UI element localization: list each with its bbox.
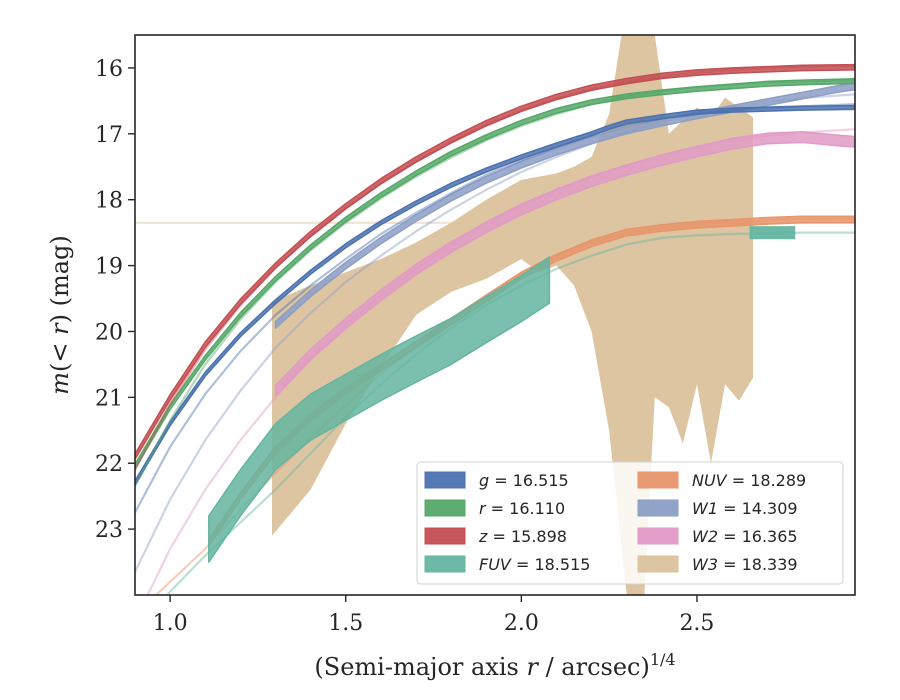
legend-entry-w3: W3 = 18.339: [637, 555, 798, 574]
legend-var-fuv: FUV: [479, 555, 512, 574]
legend-swatch-g: [424, 471, 466, 489]
legend-label-w1: W1 = 14.309: [692, 499, 798, 518]
legend-entry-w2: W2 = 16.365: [637, 527, 798, 546]
y-tick-label: 19: [95, 255, 123, 280]
legend-value-w2: = 16.365: [718, 527, 798, 546]
series-layer: [135, 35, 855, 595]
legend-value-nuv: = 18.289: [727, 471, 807, 490]
legend-label-fuv: FUV = 18.515: [479, 555, 590, 574]
legend-swatch-w2: [637, 527, 679, 545]
series-w2-model-line: [146, 128, 855, 595]
legend-swatch-w3: [637, 555, 679, 573]
y-axis-label: m(< r) (mag): [46, 235, 74, 395]
series-w1-data-band: [274, 82, 855, 329]
series-w3-data-band: [272, 35, 754, 595]
x-axis-label-var: r: [526, 653, 539, 681]
series-fuv-data-band: [208, 256, 551, 563]
legend-frame: [416, 461, 844, 585]
plot-frame: [134, 34, 856, 596]
legend-entry-z: z = 15.898: [424, 527, 567, 546]
legend-entry-nuv: NUV = 18.289: [637, 471, 806, 490]
series-r: [135, 78, 855, 487]
legend-label-w3: W3 = 18.339: [692, 555, 798, 574]
x-tick-label: 2.5: [679, 611, 714, 636]
legend-label-nuv: NUV = 18.289: [692, 471, 806, 490]
series-z: [135, 63, 855, 471]
series-g: [135, 103, 855, 514]
legend-value-w3: = 18.339: [718, 555, 798, 574]
legend-entry-w1: W1 = 14.309: [637, 499, 798, 518]
series-z-model-line: [135, 64, 855, 471]
series-z-data-band: [135, 63, 855, 461]
legend-value-r: = 16.110: [486, 499, 566, 518]
x-tick-label: 1.0: [153, 611, 188, 636]
legend-entry-fuv: FUV = 18.515: [424, 555, 590, 574]
ticks-layer: 1.0 1.5 2.0 2.5 16 17 18 19 20 21 22 23: [95, 57, 714, 636]
legend-var-w2: W2: [692, 527, 718, 546]
series-r-data-band: [135, 78, 855, 470]
legend-swatch-w1: [637, 499, 679, 517]
series-fuv-data-tail: [749, 226, 796, 240]
x-tick-label: 2.0: [504, 611, 539, 636]
legend-swatch-r: [424, 499, 466, 517]
y-tick-label: 22: [95, 452, 123, 477]
legend-var-nuv: NUV: [692, 471, 728, 490]
legend-entry-g: g = 16.515: [424, 471, 569, 490]
legend-swatch-nuv: [637, 471, 679, 489]
legend-swatch-fuv: [424, 555, 466, 573]
series-fuv: [165, 226, 855, 595]
legend-var-g: g: [479, 471, 489, 490]
y-tick-label: 20: [95, 320, 123, 345]
y-tick-label: 23: [95, 518, 123, 543]
legend-var-w1: W1: [692, 499, 718, 518]
legend-value-w1: = 14.309: [718, 499, 798, 518]
series-fuv-model-line: [165, 231, 855, 595]
y-tick-label: 18: [95, 189, 123, 214]
legend-var-z: z: [478, 527, 488, 546]
legend-var-w3: W3: [692, 555, 718, 574]
legend-value-fuv: = 18.515: [511, 555, 591, 574]
legend-label-z: z = 15.898: [478, 527, 567, 546]
legend-label-w2: W2 = 16.365: [692, 527, 798, 546]
y-tick-label: 21: [95, 386, 123, 411]
series-w2-data-band: [274, 131, 855, 397]
series-r-model-line: [135, 79, 855, 487]
legend-entry-r: r = 16.110: [424, 499, 565, 518]
x-tick-label: 1.5: [328, 611, 363, 636]
legend-label-g: g = 16.515: [479, 471, 569, 490]
series-g-data-band: [135, 104, 855, 486]
y-tick-label: 17: [95, 123, 123, 148]
series-w2: [146, 128, 855, 595]
legend-label-r: r = 16.110: [479, 499, 565, 518]
x-axis-label: (Semi-major axis r / arcsec)1/4: [314, 650, 675, 681]
legend-var-r: r: [479, 499, 487, 518]
y-tick-label: 16: [95, 57, 123, 82]
legend-swatch-z: [424, 527, 466, 545]
x-axis-label-exponent: 1/4: [650, 650, 676, 669]
series-g-model-line: [135, 103, 855, 514]
legend-value-z: = 15.898: [487, 527, 567, 546]
y-axis-label-m: m: [46, 372, 74, 395]
legend-value-g: = 16.515: [489, 471, 569, 490]
y-axis-label-r: r: [46, 322, 74, 335]
